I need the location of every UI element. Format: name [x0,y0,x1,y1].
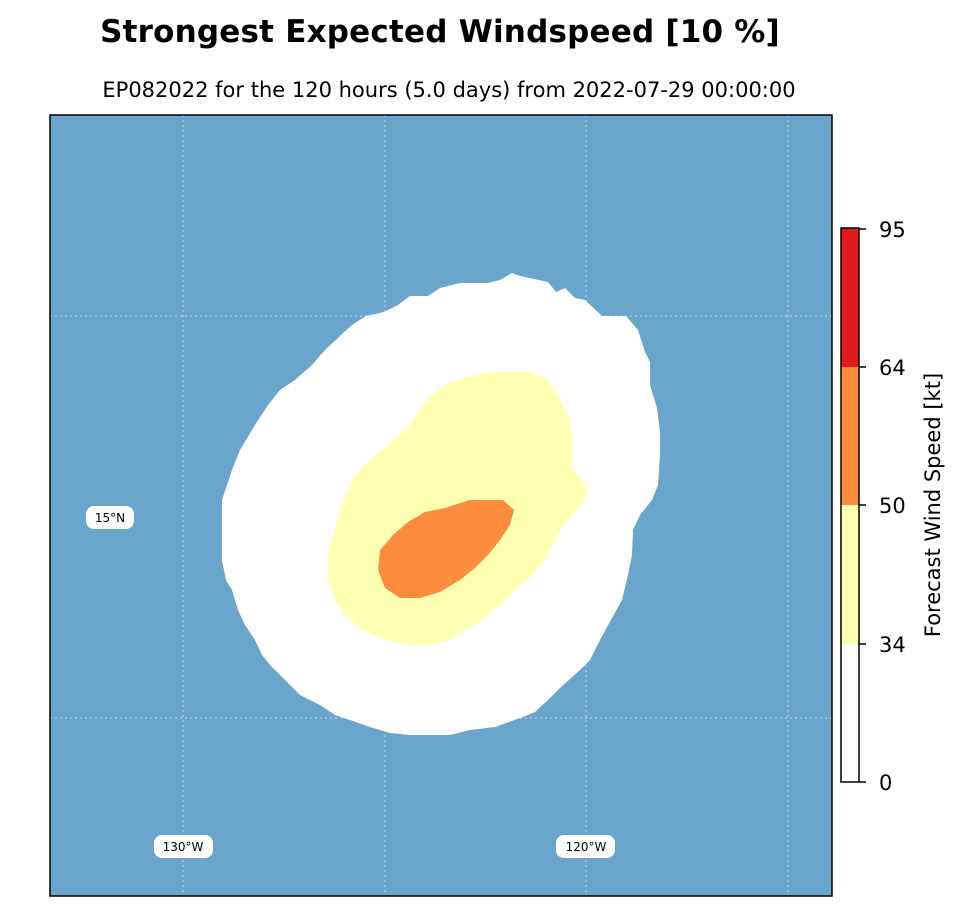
colorbar-tick-label-0: 0 [879,771,892,795]
colorbar: 95 64 50 34 0 Forecast Wind Speed [kt] [840,218,945,795]
map-frame [49,114,833,897]
colorbar-tick-label-50: 50 [879,494,906,518]
lon-label-130w-text: 130°W [163,840,204,854]
lon-label-120w-text: 120°W [566,840,607,854]
lon-label-120w: 120°W [556,835,615,858]
colorbar-bin-0-34 [841,644,859,782]
colorbar-bin-34-50 [841,505,859,644]
colorbar-tick-label-34: 34 [879,633,906,657]
chart-subtitle: EP082022 for the 120 hours (5.0 days) fr… [102,78,796,102]
wind-region-50-64kt [378,500,514,598]
lat-label-15n-text: 15°N [95,511,125,525]
lon-label-130w: 130°W [154,835,213,858]
chart-title: Strongest Expected Windspeed [10 %] [100,14,780,50]
colorbar-bin-64-95 [841,228,859,367]
colorbar-tick-label-95: 95 [879,218,906,242]
lat-label-15n: 15°N [86,506,134,529]
colorbar-bin-50-64 [841,367,859,505]
colorbar-ticks [859,228,866,783]
colorbar-label: Forecast Wind Speed [kt] [921,373,945,637]
colorbar-tick-label-64: 64 [879,356,906,380]
